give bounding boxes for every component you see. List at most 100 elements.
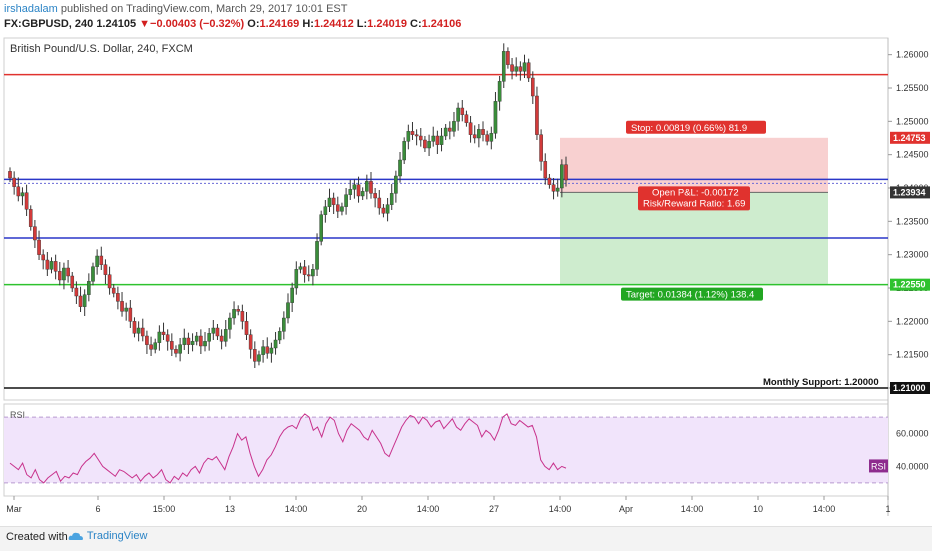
candle-body [136,327,141,334]
candle-body [518,66,523,72]
candle-body [369,181,373,194]
candle-body [448,127,452,132]
candle-body [506,51,510,65]
candle-body [514,66,519,72]
candle-body [253,349,257,362]
rsi-last-tag: RSI [871,461,886,471]
candle-body [190,341,195,345]
candle-body [501,51,506,82]
time-tick-label: 6 [95,504,100,514]
candle-body [489,133,494,142]
time-tick-label: Mar [6,504,22,514]
tradingview-brand-label: TradingView [86,530,148,542]
target-label: Target: 0.01384 (1.12%) 138.4 [626,290,754,301]
candle-body [228,317,232,330]
candle-body [66,267,70,277]
stop-label: Stop: 0.00819 (0.66%) 81.9 [631,123,747,134]
candle-body [223,329,228,342]
candle-body [116,293,120,302]
candle-body [410,131,415,135]
candle-body [340,206,344,212]
stop-label-bg [626,120,766,134]
candle-body [452,121,456,132]
candle-body [41,254,45,261]
candle-body [207,333,211,342]
candle-body [560,164,564,189]
chart-canvas[interactable]: British Pound/U.S. Dollar, 240, FXCM 1.26… [0,0,932,526]
candle-body [57,271,62,281]
candle-body [199,335,203,347]
candle-body [356,184,361,197]
candle-body [319,214,323,242]
close-value: 1.24106 [421,18,462,30]
candle-body [111,287,116,294]
publish-info: irshadalam published on TradingView.com,… [4,2,347,17]
candle-body [74,287,79,297]
candle-body [535,95,539,135]
candle-body [95,255,99,267]
candle-body [485,134,489,142]
tradingview-brand[interactable]: TradingView [68,530,147,542]
candle-body [107,274,112,289]
candle-body [145,335,149,345]
candle-body [37,239,41,255]
pnl-box [638,186,750,211]
price-tick-label: 1.23500 [896,216,929,226]
candle-body [140,327,145,337]
candle-body [182,337,187,345]
candle-body [211,327,216,334]
candle-body [431,135,436,142]
candle-body [377,197,382,209]
close-label: C: [410,18,422,30]
time-tick-label: 14:00 [285,504,308,514]
candle-body [282,317,286,332]
candle-body [394,175,398,194]
axis-price-tag-bg [890,186,930,199]
low-value: 1.24019 [367,18,407,30]
candle-body [240,311,245,322]
candle-body [468,122,473,135]
candle-body [435,135,440,145]
candle-body [62,267,66,281]
candle-body [365,181,369,192]
candle-body [157,331,162,343]
time-tick-label: 14:00 [549,504,572,514]
candle-body [8,171,12,179]
time-tick-label: 14:00 [813,504,836,514]
candle-body [87,281,91,295]
candle-body [464,114,469,123]
candle-body [315,241,319,270]
axis-price-tag: 1.21000 [893,383,926,393]
axis-price-tag: 1.23934 [893,187,926,197]
time-tick-label: 27 [489,504,499,514]
candle-body [170,341,174,350]
candle-body [294,269,299,289]
time-tick-label: 14:00 [681,504,704,514]
candle-body [344,194,348,207]
candle-body [290,287,294,303]
candle-body [45,259,50,270]
candle-body [12,177,16,187]
axis-price-tag-bg [890,131,930,144]
candle-body [427,141,431,149]
candle-body [389,193,394,205]
chart-title: British Pound/U.S. Dollar, 240, FXCM [10,43,193,55]
monthly-support-label: Monthly Support: 1.20000 [763,377,879,388]
price-tick-label: 1.24500 [896,150,929,160]
candle-body [526,62,531,79]
low-label: L: [356,18,368,30]
candle-body [531,77,535,97]
candle-body [99,255,104,265]
candle-body [103,264,108,275]
candle-body [472,134,477,139]
candle-body [385,204,390,214]
stop-zone [560,137,828,193]
candle-body [311,269,315,277]
candle-body [215,327,220,337]
author-link[interactable]: irshadalam [4,3,58,15]
candle-body [91,266,95,282]
candle-body [273,339,278,349]
candle-body [406,131,411,142]
candle-body [132,321,137,334]
time-tick-label: 1 [885,504,890,514]
